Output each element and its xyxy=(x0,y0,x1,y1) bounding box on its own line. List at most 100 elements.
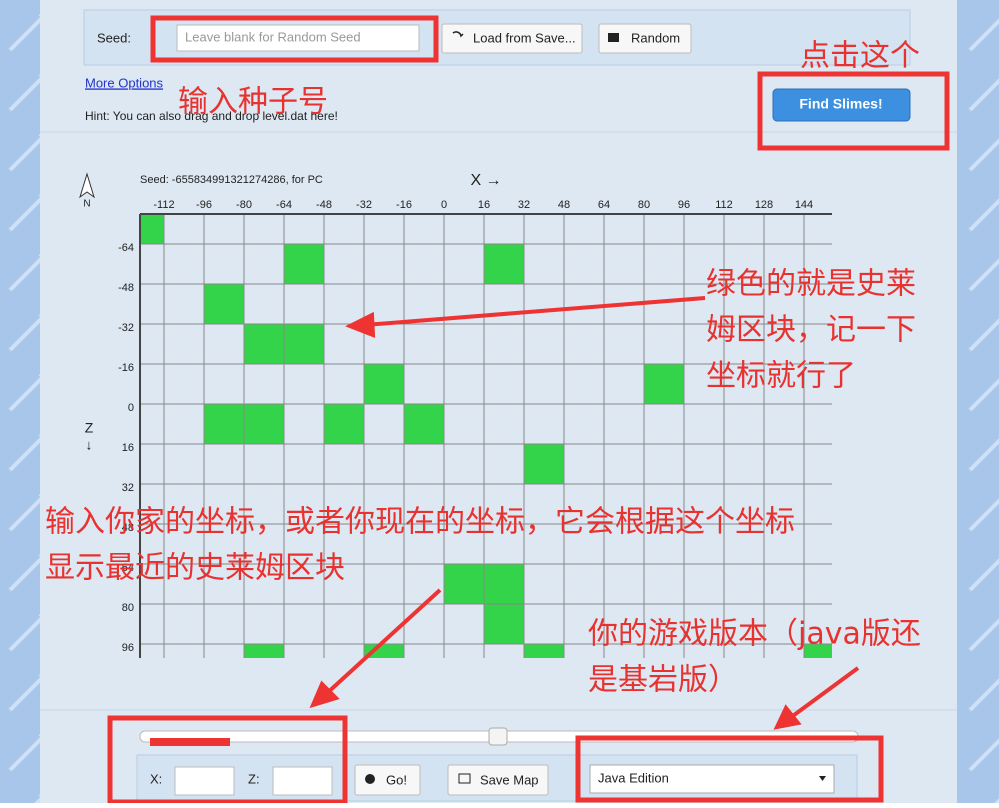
slime-chunk xyxy=(484,564,524,604)
x-tick-label: 112 xyxy=(715,199,733,211)
slime-chunk xyxy=(324,404,364,444)
annotation-text: 显示最近的史莱姆区块 xyxy=(45,551,345,586)
tick-layer: -112 -96 -80 -64 -48 -32 -16 0 16 32 48 64 80 96 112 12… xyxy=(118,199,813,654)
annotation-arrow xyxy=(323,588,442,697)
x-tick-label: -16 xyxy=(396,199,412,211)
grid-layer xyxy=(140,215,832,658)
find-button[interactable] xyxy=(772,88,911,122)
z-tick-label: -32 xyxy=(118,322,134,334)
hint: Hint: You can also drag and drop level.d… xyxy=(85,109,338,123)
x-tick-label: 16 xyxy=(478,199,490,211)
random-button[interactable] xyxy=(598,23,692,54)
z-label: Z: xyxy=(248,771,260,786)
slime-chunk xyxy=(804,644,832,658)
edition-text: Java Edition xyxy=(598,770,669,785)
z-tick-label: 0 xyxy=(128,402,134,414)
slime-chunk xyxy=(244,324,284,364)
slime-chunk xyxy=(244,404,284,444)
more-options-link[interactable]: More Options xyxy=(85,75,164,90)
annotation-bar xyxy=(150,738,230,746)
annotation-arrow xyxy=(788,666,860,720)
seed-placeholder: Leave blank for Random Seed xyxy=(185,29,361,44)
arrow-head xyxy=(309,680,340,709)
x-tick-label: 128 xyxy=(755,199,773,211)
annotation-text: 输入你家的坐标，或者你现在的坐标，它会根据这个坐标 xyxy=(45,505,795,540)
x-tick-label: 64 xyxy=(598,199,610,211)
z-tick-label: -16 xyxy=(118,362,134,374)
slime-chunk xyxy=(364,644,404,658)
x-tick-label: 96 xyxy=(678,199,690,211)
x-tick-label: 48 xyxy=(558,199,570,211)
seed-label: Seed: xyxy=(97,30,131,45)
north-label: N xyxy=(83,199,90,210)
save-button-text: Save Map xyxy=(480,772,539,787)
save-button[interactable] xyxy=(447,764,549,796)
annotation-arrows xyxy=(309,296,860,730)
north-arrow xyxy=(79,172,95,199)
go-icon xyxy=(365,774,375,784)
annotation-box xyxy=(575,735,884,803)
z-tick-label: 96 xyxy=(122,642,134,654)
slime-chunk xyxy=(644,364,684,404)
slime-chunk xyxy=(404,404,444,444)
z-input[interactable] xyxy=(272,766,333,796)
slime-chunk xyxy=(364,364,404,404)
z-tick-label: 80 xyxy=(122,602,134,614)
z-tick-label: 48 xyxy=(122,522,134,534)
annotation-arrow xyxy=(364,296,706,327)
arrow-head xyxy=(773,704,802,730)
edition-select[interactable] xyxy=(589,764,835,794)
annotation-box xyxy=(150,15,439,63)
random-button-text: Random xyxy=(631,30,680,45)
load-button[interactable] xyxy=(441,23,583,54)
z-tick-label: 64 xyxy=(122,562,134,574)
annotation-box xyxy=(757,71,950,151)
z-axis-arrow: ↓ xyxy=(86,437,93,453)
slime-chunk xyxy=(204,404,244,444)
slime-chunk xyxy=(524,444,564,484)
save-icon xyxy=(458,773,471,784)
annotation-text: 姆区块，记一下 xyxy=(706,313,916,348)
slime-chunk xyxy=(524,644,564,658)
slime-layer xyxy=(140,215,832,658)
find-button-text[interactable]: Find Slimes! xyxy=(799,96,882,112)
annotation-text: 你的游戏版本（java版还 xyxy=(588,617,921,652)
go-button[interactable] xyxy=(354,764,421,796)
annotation-text: 绿色的就是史莱 xyxy=(706,267,916,302)
load-icon xyxy=(452,31,464,38)
z-tick-label: -64 xyxy=(118,242,134,254)
slime-chunk xyxy=(444,564,484,604)
x-tick-label: -64 xyxy=(276,199,292,211)
annotation-boxes xyxy=(107,15,950,805)
x-tick-label: -32 xyxy=(356,199,372,211)
x-tick-label: 144 xyxy=(795,199,813,211)
annotation-notes: 绿色的就是史莱姆区块，记一下坐标就行了输入你家的坐标，或者你现在的坐标，它会根据… xyxy=(45,267,921,698)
slime-chunk xyxy=(484,604,524,644)
z-tick-label: -48 xyxy=(118,282,134,294)
slime-chunk xyxy=(204,284,244,324)
x-tick-label: 80 xyxy=(638,199,650,211)
x-axis-label: X → xyxy=(470,172,501,189)
z-tick-label: 32 xyxy=(122,482,134,494)
x-label: X: xyxy=(150,771,162,786)
seed-info: Seed: -655834991321274286, for PC xyxy=(140,174,323,186)
arrow-head xyxy=(345,311,376,338)
slime-chunk xyxy=(484,244,524,284)
annotation-text: 是基岩版） xyxy=(588,663,738,698)
slime-chunk xyxy=(244,644,284,658)
slime-chunk xyxy=(140,215,164,244)
x-input[interactable] xyxy=(174,766,235,796)
slime-chunk xyxy=(284,324,324,364)
x-tick-label: -80 xyxy=(236,199,252,211)
slider-thumb[interactable] xyxy=(488,727,508,746)
seed-input[interactable] xyxy=(176,24,420,52)
go-button-text: Go! xyxy=(386,772,407,787)
annotation-text: 点击这个 xyxy=(800,39,920,74)
x-tick-label: 0 xyxy=(441,199,447,211)
annotation-text: 坐标就行了 xyxy=(706,359,856,394)
slime-chunk xyxy=(284,244,324,284)
x-tick-label: -96 xyxy=(196,199,212,211)
z-axis-label: Z xyxy=(85,420,94,436)
annotation-box xyxy=(107,715,348,805)
